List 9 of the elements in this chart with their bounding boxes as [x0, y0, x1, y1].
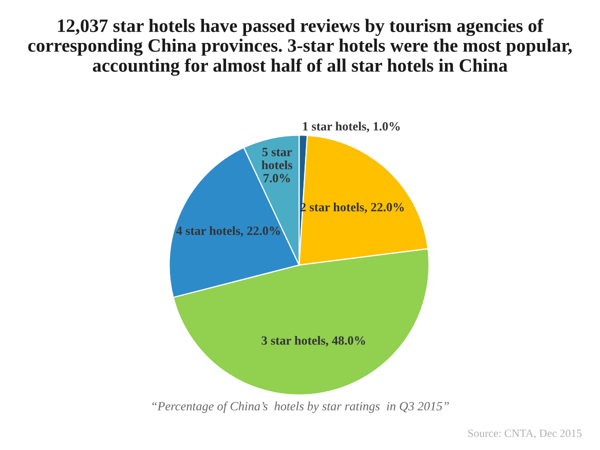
slice-label: 5 star hotels — [262, 148, 292, 170]
chart-title: 12,037 star hotels have passed reviews by tourism agencies of corresponding China provinces. 3-star hotels were the most popular, accounting for almost half of all star hotels in China — [28, 18, 572, 76]
text: “Percentage of China’s hotels by star ratings in Q3 2015” — [152, 402, 449, 413]
slice-label: 2 star hotels, 22.0% — [300, 202, 404, 214]
source-note: Source: CNTA, Dec 2015 — [468, 430, 582, 439]
slice-label: 1 star hotels, 1.0% — [303, 122, 400, 132]
data-label: 7.0% — [264, 174, 290, 182]
slice-label: 3 star hotels, 48.0% — [262, 336, 366, 347]
slice-label: 4 star hotels, 22.0% — [176, 226, 280, 237]
